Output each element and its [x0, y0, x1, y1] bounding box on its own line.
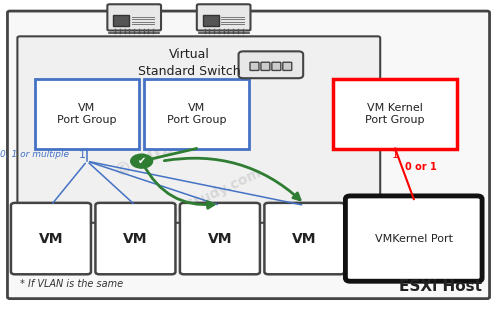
FancyBboxPatch shape — [264, 203, 344, 274]
Text: 0, 1 or multiple: 0, 1 or multiple — [0, 150, 69, 159]
Text: © 2020: © 2020 — [112, 134, 186, 182]
FancyBboxPatch shape — [113, 15, 129, 26]
Text: VM: VM — [39, 232, 63, 246]
Circle shape — [131, 154, 153, 168]
FancyBboxPatch shape — [272, 62, 281, 70]
FancyBboxPatch shape — [180, 203, 260, 274]
Bar — [35, 79, 139, 149]
Text: VM: VM — [292, 232, 317, 246]
Text: ✔: ✔ — [138, 156, 146, 166]
FancyBboxPatch shape — [250, 62, 259, 70]
FancyBboxPatch shape — [203, 15, 219, 26]
Text: VM: VM — [123, 232, 148, 246]
FancyBboxPatch shape — [261, 62, 270, 70]
Text: ESXi Host: ESXi Host — [399, 279, 482, 294]
Text: VMKernel Port: VMKernel Port — [375, 234, 453, 244]
Text: 1: 1 — [79, 150, 85, 160]
FancyBboxPatch shape — [95, 203, 175, 274]
Text: FreeStudy.com: FreeStudy.com — [153, 165, 264, 227]
FancyBboxPatch shape — [197, 4, 250, 31]
Text: 1: 1 — [392, 150, 399, 160]
FancyBboxPatch shape — [283, 62, 292, 70]
FancyBboxPatch shape — [11, 203, 91, 274]
Text: Virtual
Standard Switch: Virtual Standard Switch — [138, 48, 240, 78]
Bar — [144, 79, 248, 149]
FancyBboxPatch shape — [239, 51, 303, 78]
Text: VM Kernel
Port Group: VM Kernel Port Group — [365, 103, 425, 125]
FancyBboxPatch shape — [7, 11, 490, 299]
FancyBboxPatch shape — [345, 196, 482, 281]
FancyBboxPatch shape — [107, 4, 161, 31]
Bar — [333, 79, 457, 149]
Text: 0 or 1: 0 or 1 — [405, 162, 437, 173]
Text: VM
Port Group: VM Port Group — [57, 103, 117, 125]
FancyBboxPatch shape — [17, 36, 380, 223]
Text: VM
Port Group: VM Port Group — [166, 103, 226, 125]
Text: VM: VM — [208, 232, 232, 246]
Text: * If VLAN is the same: * If VLAN is the same — [20, 279, 123, 289]
